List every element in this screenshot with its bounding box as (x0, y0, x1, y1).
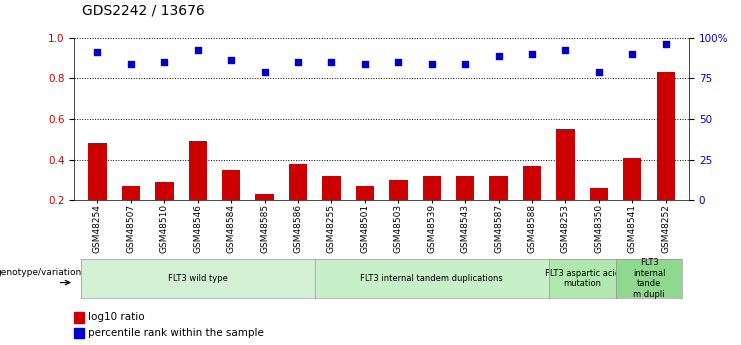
Point (593, 70, 605, 75)
Text: genotype/variation: genotype/variation (0, 268, 82, 277)
Text: percentile rank within the sample: percentile rank within the sample (88, 328, 265, 338)
Point (526, 51, 538, 57)
Bar (422, 176, 441, 200)
Bar (489, 176, 508, 200)
Bar (456, 176, 474, 200)
Text: FLT3 wild type: FLT3 wild type (168, 274, 227, 283)
Point (292, 59, 304, 65)
Point (393, 59, 405, 65)
Bar (389, 180, 408, 200)
Point (459, 61, 471, 67)
Bar (356, 186, 374, 200)
Text: FLT3 aspartic acid
mutation: FLT3 aspartic acid mutation (545, 269, 619, 288)
Bar (155, 182, 173, 200)
Bar (122, 186, 140, 200)
Point (225, 58, 237, 63)
Point (659, 41, 671, 47)
Point (92, 49, 104, 55)
Bar (623, 158, 642, 200)
Point (192, 47, 204, 53)
Point (125, 61, 137, 67)
Text: FLT3
internal
tande
m dupli: FLT3 internal tande m dupli (633, 258, 665, 299)
Point (426, 61, 438, 67)
Bar (188, 141, 207, 200)
Bar (590, 188, 608, 200)
Point (325, 59, 337, 65)
Bar (256, 194, 274, 200)
Bar (222, 170, 240, 200)
Bar (523, 166, 541, 200)
Bar (289, 164, 308, 200)
Bar (74, 312, 84, 323)
Bar (74, 328, 84, 338)
Point (159, 59, 170, 65)
Bar (657, 72, 675, 200)
Text: GDS2242 / 13676: GDS2242 / 13676 (82, 3, 205, 17)
Text: log10 ratio: log10 ratio (88, 313, 145, 322)
Text: FLT3 internal tandem duplications: FLT3 internal tandem duplications (360, 274, 503, 283)
Point (493, 53, 505, 59)
Bar (556, 129, 575, 200)
Point (626, 51, 638, 57)
Point (259, 70, 270, 75)
Bar (88, 143, 107, 200)
Point (559, 47, 571, 53)
Bar (322, 176, 341, 200)
Point (359, 61, 370, 67)
